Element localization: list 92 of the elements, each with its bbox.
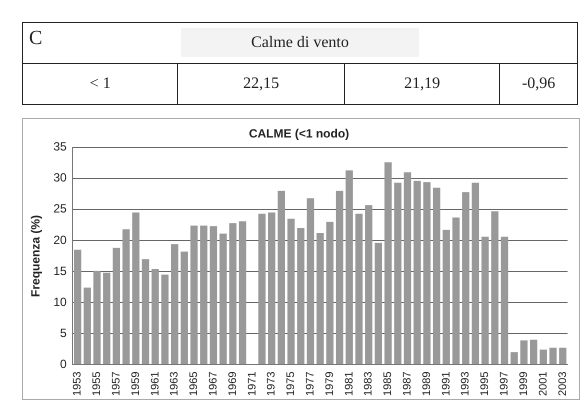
bar [74,250,82,364]
bar [278,190,285,364]
text: C [29,27,42,50]
bar [210,226,218,364]
y-tick-label: 30 [53,170,68,185]
bar [93,270,101,364]
y-tick-label: 5 [60,326,68,340]
bar [336,190,344,364]
text: 22,15 [178,64,344,104]
x-tick-label: 1997 [498,372,511,396]
bar [510,352,518,364]
x-tick-label: 2003 [556,372,569,396]
x-tick-label: 2001 [537,372,550,396]
bar [268,212,276,364]
x-tick-label: 1981 [343,372,356,396]
x-tick-label: 1965 [188,372,200,396]
bar [365,205,372,364]
x-tick-label: 1983 [362,372,375,396]
bar [238,221,246,364]
bar [374,242,382,364]
x-tick-label: 1967 [207,372,220,396]
bar [258,214,266,364]
bar [491,211,498,364]
x-tick-label: 1973 [266,372,278,396]
bar [122,229,130,364]
text: -0,96 [500,64,578,104]
bar [559,348,566,364]
bar [142,259,150,364]
y-axis-title: Frequenza (%) [28,214,43,297]
x-tick-label: 1979 [324,372,336,396]
bar [84,288,91,364]
chart-title: CALME (<1 nodo) [248,126,350,141]
bar [346,170,353,364]
x-tick-label: 1959 [130,372,142,396]
x-tick-label: 1989 [420,372,433,396]
bar [442,230,450,364]
bar [394,182,402,364]
bar [112,248,120,364]
bar [152,268,159,364]
bar [540,350,547,364]
bar [414,180,421,364]
x-tick-label: 1963 [168,372,181,396]
bar [190,226,198,364]
bar [432,188,440,364]
bar [481,236,489,364]
bar [549,348,557,364]
bar [500,236,508,364]
bar [462,192,470,364]
x-tick-label: 1955 [91,372,104,396]
bar [132,212,140,364]
bar [452,218,460,364]
x-tick-label: 1961 [149,372,162,396]
bar [520,340,528,364]
x-tick-label: 1993 [460,372,472,396]
bar [316,233,324,364]
x-tick-label: 1971 [246,372,258,396]
bar [161,274,169,364]
bar [229,223,236,364]
y-tick-label: 10 [53,294,68,309]
bar [326,222,334,364]
bar [180,252,188,364]
bar [423,182,431,364]
x-tick-label: 1991 [440,372,452,396]
bar [220,234,227,364]
x-tick-label: 1985 [382,372,394,396]
x-tick-label: 1977 [304,372,316,396]
text: 21,19 [344,64,500,104]
x-tick-label: 1953 [72,372,84,396]
bar [170,244,178,364]
text: Calme di vento [181,28,419,57]
bar [530,340,538,364]
bar [287,218,295,364]
bar [103,272,110,364]
y-tick-label: 35 [53,140,68,154]
y-tick-label: 20 [53,232,68,247]
bar [472,182,480,364]
y-tick-label: 0 [60,356,68,371]
bar [355,214,363,364]
bar [404,172,412,364]
y-tick-label: 15 [53,264,68,278]
bar [306,198,314,364]
bar [297,228,304,364]
text: < 1 [22,64,178,104]
bar [384,162,392,364]
y-tick-label: 25 [53,202,68,216]
x-tick-label: 1995 [479,372,492,396]
x-tick-label: 1987 [402,372,414,396]
x-tick-label: 1975 [285,372,298,396]
x-tick-label: 1969 [226,372,239,396]
x-tick-label: 1999 [518,372,530,396]
bar [200,226,208,364]
x-tick-label: 1957 [110,372,122,396]
